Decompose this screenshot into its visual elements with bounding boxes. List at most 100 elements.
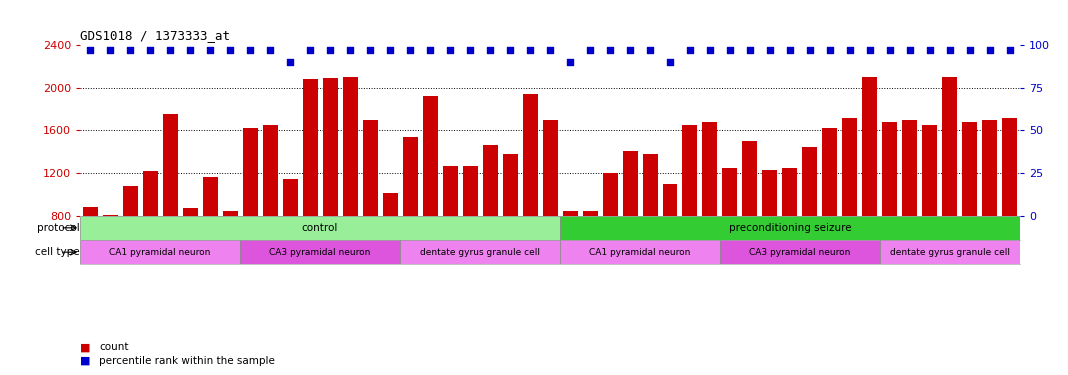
Point bbox=[681, 47, 698, 53]
Bar bbox=[942, 77, 957, 301]
Bar bbox=[323, 78, 337, 301]
Point bbox=[241, 47, 258, 53]
Text: preconditioning seizure: preconditioning seizure bbox=[728, 223, 851, 233]
Point bbox=[361, 47, 378, 53]
Point bbox=[801, 47, 818, 53]
Bar bbox=[483, 145, 498, 301]
Bar bbox=[682, 125, 697, 301]
Point bbox=[761, 47, 779, 53]
Bar bbox=[203, 177, 218, 301]
Point bbox=[182, 47, 199, 53]
Point bbox=[862, 47, 879, 53]
Point bbox=[981, 47, 999, 53]
Bar bbox=[783, 168, 798, 301]
Point bbox=[661, 59, 678, 65]
Bar bbox=[662, 184, 677, 301]
Bar bbox=[843, 117, 858, 301]
Bar bbox=[703, 122, 718, 301]
Bar bbox=[103, 214, 117, 301]
Point bbox=[842, 47, 859, 53]
Point bbox=[541, 47, 559, 53]
Point bbox=[622, 47, 639, 53]
Text: CA3 pyramidal neuron: CA3 pyramidal neuron bbox=[269, 248, 371, 256]
Point bbox=[502, 47, 519, 53]
Text: ■: ■ bbox=[80, 356, 91, 366]
Text: percentile rank within the sample: percentile rank within the sample bbox=[99, 356, 276, 366]
Bar bbox=[362, 120, 378, 301]
Bar bbox=[503, 154, 518, 301]
Bar bbox=[222, 211, 237, 301]
Bar bbox=[802, 147, 817, 301]
Bar bbox=[902, 120, 917, 301]
Bar bbox=[923, 125, 938, 301]
Bar bbox=[462, 165, 477, 301]
Bar bbox=[763, 170, 778, 301]
Point bbox=[881, 47, 898, 53]
Point bbox=[202, 47, 219, 53]
Bar bbox=[880, 240, 1020, 264]
Point bbox=[301, 47, 318, 53]
Point bbox=[922, 47, 939, 53]
Bar bbox=[143, 171, 158, 301]
Bar bbox=[423, 96, 438, 301]
Point bbox=[1002, 47, 1019, 53]
Text: ■: ■ bbox=[80, 342, 91, 352]
Text: CA3 pyramidal neuron: CA3 pyramidal neuron bbox=[750, 248, 851, 256]
Bar bbox=[162, 114, 177, 301]
Bar bbox=[80, 216, 560, 240]
Point bbox=[961, 47, 978, 53]
Point bbox=[422, 47, 439, 53]
Point bbox=[441, 47, 458, 53]
Text: CA1 pyramidal neuron: CA1 pyramidal neuron bbox=[590, 248, 691, 256]
Point bbox=[81, 47, 98, 53]
Bar bbox=[822, 128, 837, 301]
Bar bbox=[863, 77, 878, 301]
Bar bbox=[882, 122, 897, 301]
Point bbox=[122, 47, 139, 53]
Point bbox=[461, 47, 478, 53]
Point bbox=[601, 47, 618, 53]
Text: dentate gyrus granule cell: dentate gyrus granule cell bbox=[420, 248, 540, 256]
Bar bbox=[302, 79, 317, 301]
Bar bbox=[442, 165, 457, 301]
Point bbox=[562, 59, 579, 65]
Point bbox=[901, 47, 918, 53]
Point bbox=[282, 59, 299, 65]
Bar bbox=[962, 122, 977, 301]
Bar bbox=[543, 120, 557, 301]
Point bbox=[941, 47, 958, 53]
Point bbox=[642, 47, 659, 53]
Text: cell type: cell type bbox=[35, 247, 80, 257]
Point bbox=[482, 47, 499, 53]
Bar bbox=[183, 208, 198, 301]
Text: CA1 pyramidal neuron: CA1 pyramidal neuron bbox=[109, 248, 210, 256]
Point bbox=[702, 47, 719, 53]
Bar bbox=[400, 240, 560, 264]
Bar bbox=[560, 216, 1020, 240]
Bar bbox=[722, 168, 738, 301]
Point bbox=[782, 47, 799, 53]
Bar bbox=[983, 120, 998, 301]
Point bbox=[521, 47, 538, 53]
Bar bbox=[283, 179, 298, 301]
Bar bbox=[563, 211, 578, 301]
Point bbox=[722, 47, 739, 53]
Point bbox=[741, 47, 758, 53]
Bar bbox=[123, 186, 138, 301]
Bar bbox=[240, 240, 400, 264]
Bar bbox=[382, 193, 397, 301]
Bar bbox=[263, 125, 278, 301]
Bar bbox=[643, 154, 658, 301]
Bar bbox=[1003, 117, 1018, 301]
Bar bbox=[623, 151, 638, 301]
Point bbox=[381, 47, 398, 53]
Bar bbox=[742, 141, 757, 301]
Point bbox=[342, 47, 359, 53]
Text: dentate gyrus granule cell: dentate gyrus granule cell bbox=[890, 248, 1010, 256]
Point bbox=[221, 47, 238, 53]
Bar bbox=[582, 211, 597, 301]
Point bbox=[142, 47, 159, 53]
Text: GDS1018 / 1373333_at: GDS1018 / 1373333_at bbox=[80, 30, 230, 42]
Point bbox=[581, 47, 598, 53]
Text: count: count bbox=[99, 342, 129, 352]
